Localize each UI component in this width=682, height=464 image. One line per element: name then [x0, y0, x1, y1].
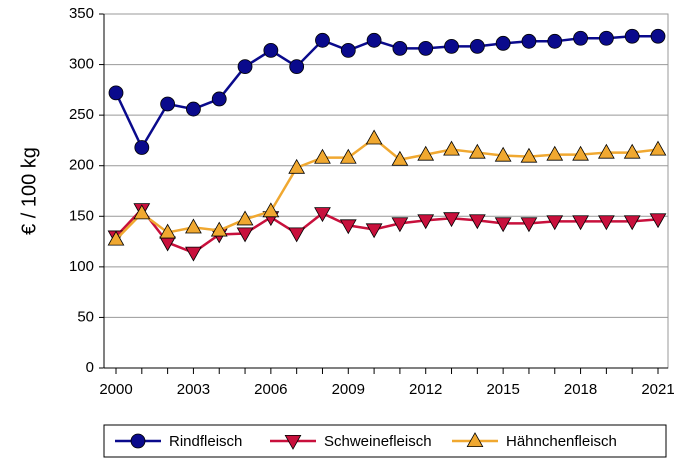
marker: [391, 217, 409, 233]
marker: [468, 143, 486, 159]
marker: [494, 217, 512, 233]
marker: [572, 215, 589, 231]
marker: [417, 145, 435, 161]
x-tick-label: 2009: [332, 381, 365, 398]
marker: [624, 28, 640, 44]
marker: [211, 91, 227, 107]
marker: [262, 202, 280, 218]
legend-label: Schweinefleisch: [324, 433, 432, 450]
marker: [623, 215, 641, 231]
marker: [130, 433, 146, 449]
x-tick-label: 2000: [99, 381, 132, 398]
marker: [366, 32, 382, 48]
marker: [236, 210, 254, 226]
marker: [521, 33, 537, 49]
series-line: [115, 207, 659, 255]
x-tick-label: 2015: [486, 381, 519, 398]
legend-label: Rindfleisch: [169, 433, 242, 450]
marker: [598, 30, 614, 46]
marker: [417, 214, 435, 230]
marker: [546, 215, 564, 231]
y-tick-label: 100: [69, 258, 94, 275]
marker: [520, 217, 538, 233]
marker: [418, 40, 434, 56]
marker: [288, 227, 306, 243]
marker: [263, 43, 279, 58]
y-axis-label: € / 100 kg: [18, 147, 40, 235]
marker: [160, 96, 176, 112]
marker: [572, 145, 589, 161]
marker: [159, 223, 177, 239]
marker: [185, 246, 202, 262]
y-tick-label: 300: [69, 56, 94, 73]
marker: [339, 219, 357, 235]
marker: [107, 230, 125, 246]
legend-box: [103, 424, 667, 458]
marker: [650, 28, 666, 44]
marker: [339, 148, 357, 164]
marker: [623, 143, 641, 159]
marker: [133, 204, 151, 220]
marker: [340, 43, 356, 58]
marker: [185, 218, 202, 234]
x-tick-label: 2018: [564, 381, 597, 398]
marker: [236, 227, 254, 243]
y-tick-label: 350: [69, 5, 94, 22]
marker: [288, 158, 306, 174]
marker: [444, 38, 459, 54]
marker: [134, 140, 150, 155]
marker: [547, 33, 563, 49]
marker: [314, 207, 331, 223]
marker: [469, 38, 485, 54]
x-tick-label: 2003: [177, 381, 210, 398]
x-tick-label: 2021: [641, 381, 674, 398]
y-tick-label: 150: [69, 207, 94, 224]
marker: [443, 140, 460, 156]
marker: [466, 432, 484, 448]
marker: [468, 214, 486, 230]
series-line: [115, 136, 659, 241]
marker: [649, 213, 667, 229]
marker: [284, 434, 302, 450]
marker: [237, 59, 253, 74]
marker: [520, 147, 538, 163]
marker: [186, 101, 201, 117]
marker: [494, 146, 512, 162]
x-tick-label: 2012: [409, 381, 442, 398]
marker: [597, 215, 615, 231]
y-tick-label: 0: [86, 359, 94, 376]
marker: [573, 30, 588, 46]
x-tick-label: 2006: [254, 381, 287, 398]
legend-label: Hähnchenfleisch: [506, 433, 617, 450]
marker: [546, 145, 564, 161]
marker: [365, 129, 383, 145]
marker: [108, 85, 124, 101]
marker: [210, 221, 228, 237]
series-line: [114, 35, 658, 151]
marker: [392, 40, 408, 56]
marker: [365, 223, 383, 239]
y-tick-label: 250: [69, 106, 94, 123]
marker: [289, 59, 305, 74]
y-tick-label: 200: [69, 157, 94, 174]
marker: [391, 150, 409, 166]
marker: [597, 143, 615, 159]
marker: [649, 140, 667, 156]
marker: [315, 32, 330, 48]
y-tick-label: 50: [77, 308, 94, 325]
marker: [443, 212, 460, 228]
marker: [495, 35, 511, 51]
marker: [314, 148, 331, 164]
plot-frame: [103, 13, 669, 369]
